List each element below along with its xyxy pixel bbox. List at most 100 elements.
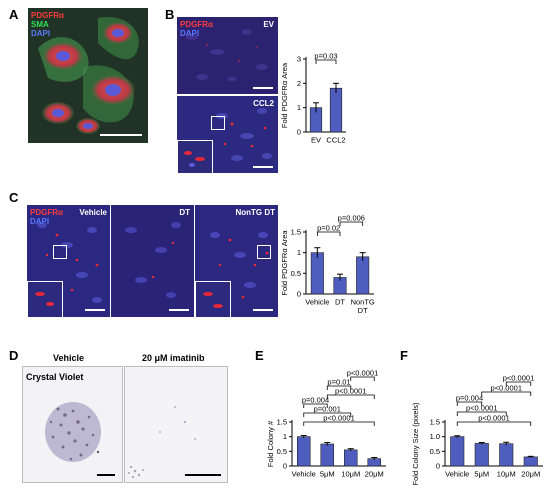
y-tick-label: 1.5 [430,418,440,427]
panel-d-stain-label: Crystal Violet [26,372,84,382]
panel-b-stain-pdgfr: PDGFRα [180,20,213,29]
bar-10-m [499,443,514,467]
panel-letter-e: E [255,348,264,363]
panel-b-inset-image [184,151,205,167]
panel-letter-d: D [9,348,19,363]
panel-d-vehicle-colonies-image [45,402,101,462]
panel-a-scalebar [100,134,142,136]
significance-bracket [505,381,532,386]
panel-d-condition-imatinib: 20 μM imatinib [142,353,205,363]
panel-c-vehicle-zoom-box [53,245,67,259]
p-value-label: p<0.0001 [503,374,535,383]
panel-b-condition-ev: EV [263,20,274,29]
panel-b-chart-svg: 0 1 2 3 Fold PDGFRα Area EV CCL2 p=0.03 [280,52,346,145]
significance-bracket [456,411,507,416]
p-value-label: p=0.02 [317,224,340,233]
y-tick-label: 1 [297,103,301,112]
significance-bracket [350,376,375,381]
panel-d-imatinib-scalebar [185,474,221,476]
panel-c-micrograph-nontg: NonTG DT [195,205,278,317]
panel-c-nontg-inset [195,281,231,317]
p-value-label: p<0.0001 [466,404,498,413]
panel-c-vehicle-scalebar [85,309,105,311]
significance-bracket [456,421,532,426]
panel-letter-c: C [9,190,19,205]
y-tick-label: 0.5 [291,269,301,278]
panel-f-chart-svg: 0 0.5 1.0 1.5 Fold Colony Size (pixels) Vehic… [411,374,543,485]
x-tick-label: Vehicle [445,470,469,479]
bar-20-m [523,456,538,467]
bar-vehicle [296,436,311,467]
panel-letter-f: F [400,348,408,363]
panel-d-condition-vehicle: Vehicle [53,353,85,363]
panel-d-well-vehicle: Crystal Violet [22,366,123,483]
bar-5-m [474,443,489,467]
panel-c-condition-dt: DT [179,208,190,217]
panel-letter-b: B [165,7,175,22]
panel-b-zoom-box [211,116,225,130]
panel-c-micrograph-dt: DT [111,205,194,317]
significance-bracket [326,394,375,399]
panel-d-well-imatinib [124,366,228,483]
panel-c-nontg-zoom-box [257,245,271,259]
p-value-label: p<0.0001 [323,414,355,423]
y-tick-label: 1.0 [430,432,440,441]
bar-ccl2 [329,87,343,133]
panel-letter-a: A [9,7,19,22]
significance-bracket [326,385,352,390]
y-tick-label: 0.5 [430,447,440,456]
p-value-label: p<0.0001 [478,414,510,423]
x-tick-label: NonTG [351,298,375,307]
y-axis-label: Fold Colony Size (pixels) [411,402,420,485]
panel-d-imatinib-colonies-image [128,406,196,479]
panel-c-stain-dapi: DAPI [30,217,50,226]
p-value-label: p<0.0001 [347,369,379,378]
bar-5-m [320,443,335,467]
panel-c-condition-vehicle: Vehicle [79,208,107,217]
bar-nontg-dt [356,256,370,295]
panel-a-micrograph: PDGFRα SMA DAPI [28,8,148,143]
panel-e-chart: 0 0.5 1 1.5 Fold Colony # Vehicle 5μM 10μM 20μM p… [262,362,390,491]
panel-c-stain-pdgfr: PDGFRα [30,208,63,217]
panel-c-vehicle-inset [27,281,63,317]
p-value-label: p=0.004 [456,394,483,403]
significance-bracket [316,231,341,236]
x-tick-label: Vehicle [292,470,316,479]
panel-f-chart: 0 0.5 1.0 1.5 Fold Colony Size (pixels) Vehic… [407,362,547,491]
significance-bracket [303,421,375,426]
bar-vehicle [450,436,465,467]
y-tick-label: 0.5 [277,447,287,456]
panel-a-stain-sma: SMA [31,20,49,29]
panel-b-inset [177,140,213,173]
significance-bracket [456,401,483,406]
x-tick-label: 20μM [521,470,540,479]
y-tick-label: 3 [297,55,301,64]
p-value-label: p=0.01 [327,378,350,387]
p-value-label: p=0.001 [314,405,341,414]
panel-c-condition-nontg: NonTG DT [235,208,275,217]
x-tick-label: DT [358,306,368,315]
panel-c-chart: 0 0.5 1 1.5 Fold PDGFRα Area Vehicle DT NonTG DT… [278,212,378,337]
significance-bracket [481,391,532,396]
x-tick-label: DT [335,298,345,307]
y-tick-label: 2 [297,79,301,88]
significance-bracket [303,412,352,417]
x-tick-label: 10μM [341,470,360,479]
x-tick-label: 20μM [365,470,384,479]
panel-a-stain-dapi: DAPI [31,29,51,38]
y-axis-label: Fold Colony # [266,420,275,467]
y-tick-label: 1.5 [291,228,301,237]
panel-b-micrograph-ccl2: CCL2 [177,96,278,173]
bar-10-m [343,449,358,467]
y-tick-label: 0 [283,462,287,471]
y-tick-label: 0 [436,462,440,471]
significance-bracket [315,59,337,64]
x-tick-label: 10μM [497,470,516,479]
panel-b-ev-scalebar [253,87,273,89]
p-value-label: p=0.006 [338,214,365,223]
panel-b-ev-image [177,17,278,94]
panel-c-dt-scalebar [169,309,189,311]
x-tick-label: CCL2 [326,136,345,145]
